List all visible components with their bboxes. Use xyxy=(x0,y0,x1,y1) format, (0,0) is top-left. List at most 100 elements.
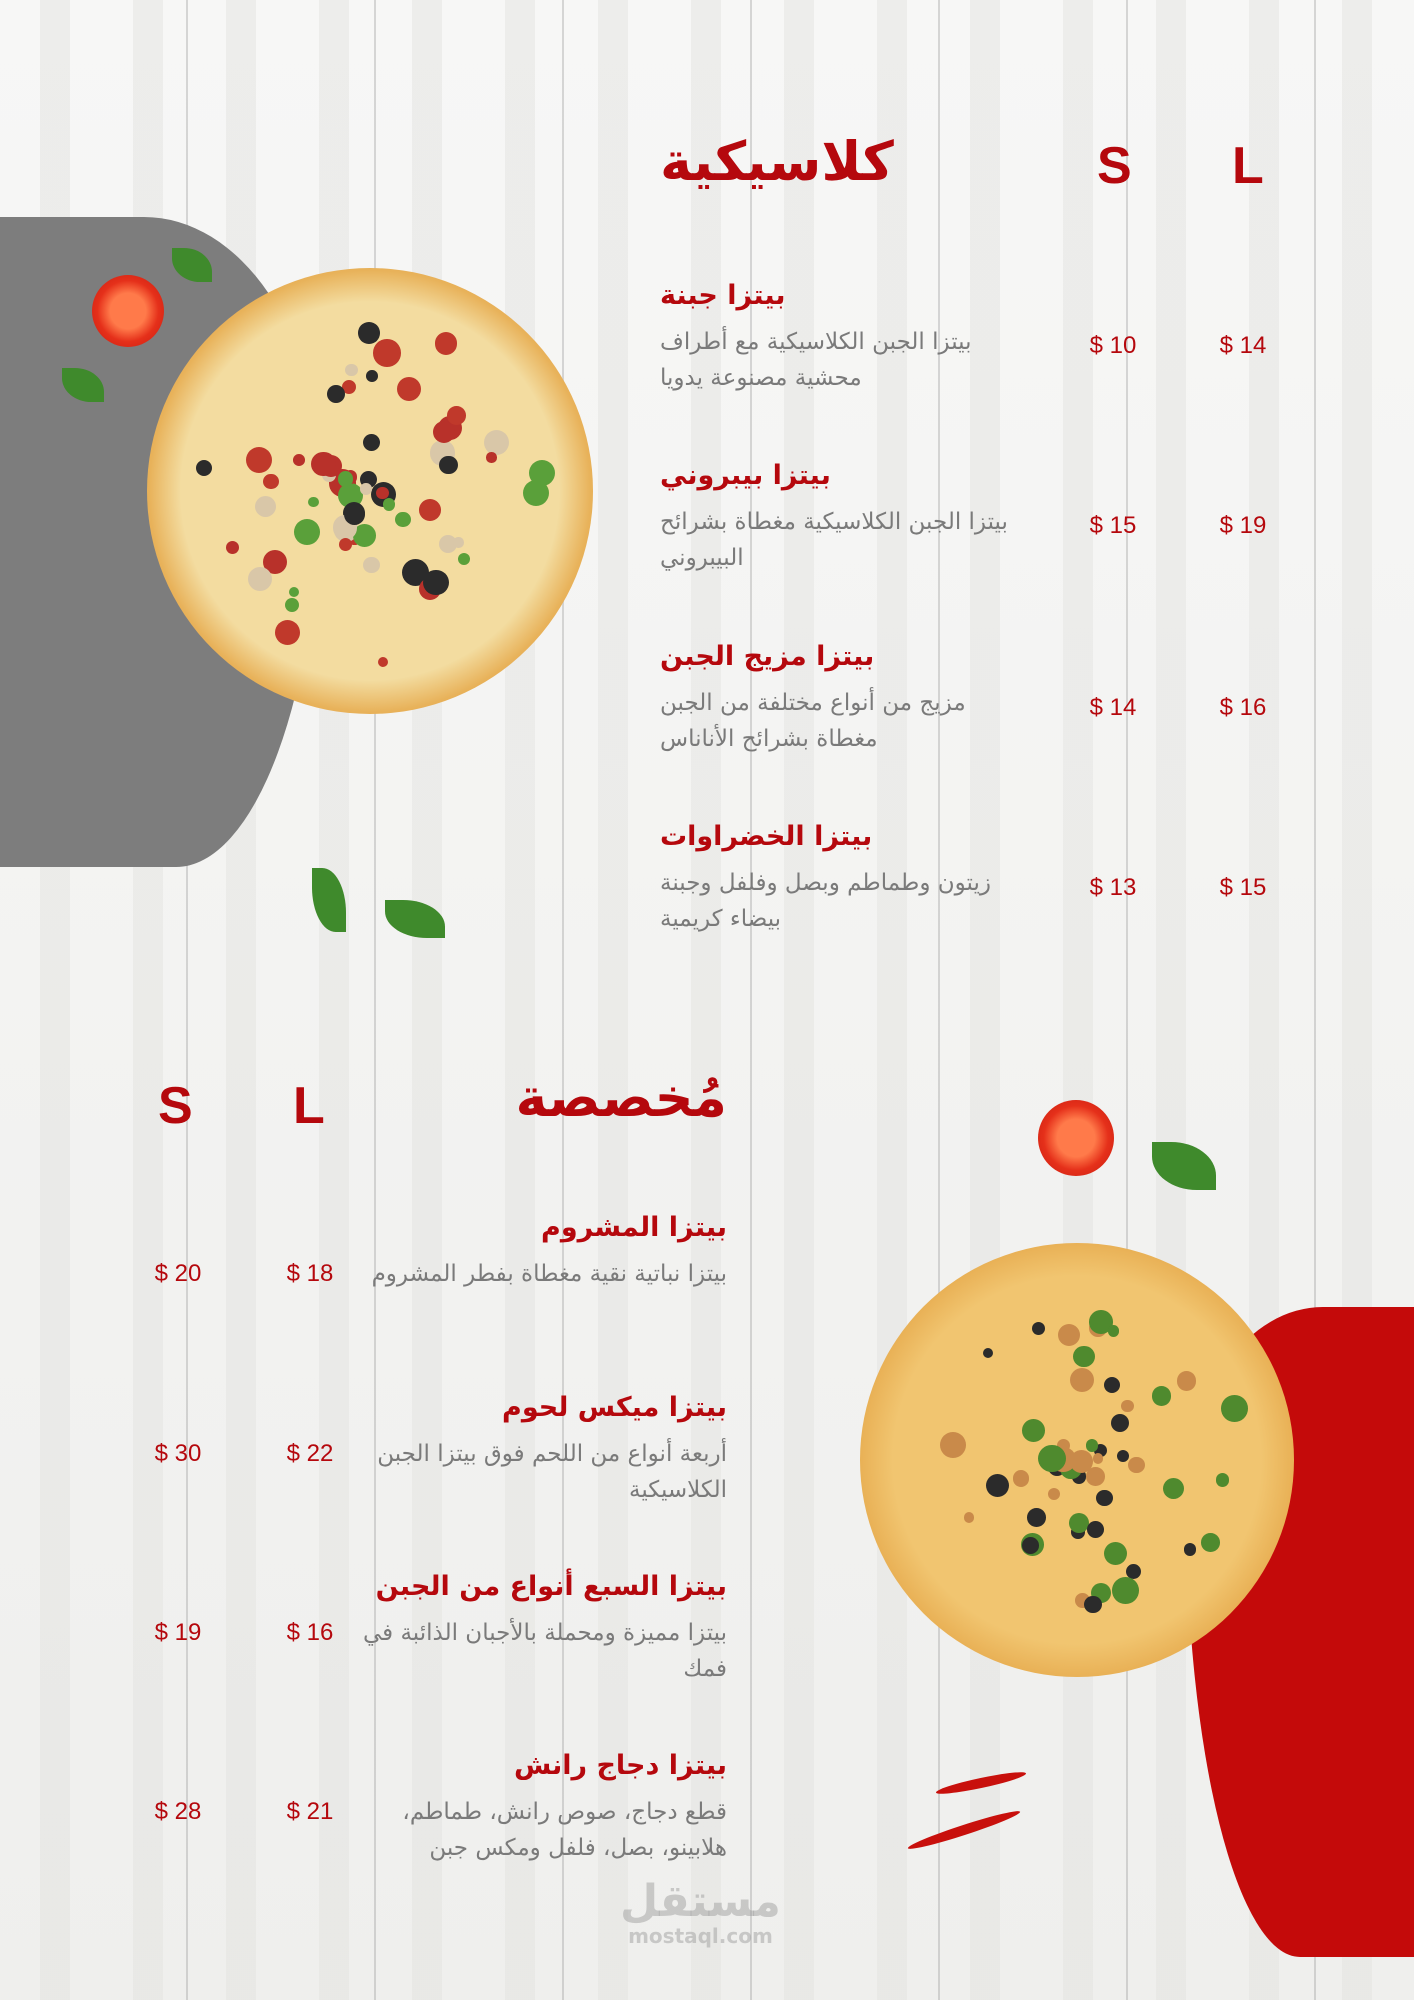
topping xyxy=(1221,1395,1248,1422)
topping xyxy=(1108,1325,1119,1336)
topping xyxy=(383,498,395,510)
price-small: $ 20 xyxy=(128,1260,228,1288)
topping xyxy=(1096,1490,1112,1506)
price-small: $ 19 xyxy=(128,1619,228,1647)
topping xyxy=(1128,1457,1145,1474)
price-large: $ 22 xyxy=(260,1440,360,1468)
topping xyxy=(1093,1453,1104,1464)
topping xyxy=(433,421,455,443)
item-name: بيتزا بيبروني xyxy=(660,458,1020,494)
item-name: بيتزا دجاج رانش xyxy=(367,1748,727,1784)
topping xyxy=(1177,1371,1196,1390)
price-small: $ 15 xyxy=(1063,512,1163,540)
topping xyxy=(308,497,319,508)
topping xyxy=(360,483,372,495)
topping xyxy=(1084,1596,1102,1614)
topping xyxy=(373,339,401,367)
price-small: $ 13 xyxy=(1063,874,1163,902)
item-description: قطع دجاج، صوص رانش، طماطم، هلابينو، بصل،… xyxy=(367,1794,727,1866)
price-small: $ 28 xyxy=(128,1798,228,1826)
size-header-large: L xyxy=(1232,136,1264,196)
topping xyxy=(294,519,320,545)
topping xyxy=(940,1432,966,1458)
tomato-icon xyxy=(92,275,164,347)
menu-item: بيتزا ميكس لحوم أربعة أنواع من اللحم فوق… xyxy=(367,1390,727,1508)
menu-item: بيتزا بيبروني بيتزا الجبن الكلاسيكية مغط… xyxy=(660,458,1020,576)
price-large: $ 15 xyxy=(1193,874,1293,902)
topping xyxy=(1121,1400,1134,1413)
topping xyxy=(1070,1368,1094,1392)
topping xyxy=(1163,1478,1185,1500)
price-large: $ 16 xyxy=(1193,694,1293,722)
topping xyxy=(345,364,358,377)
topping xyxy=(246,447,272,473)
topping xyxy=(378,657,389,668)
menu-item: بيتزا المشروم بيتزا نباتية نقية مغطاة بف… xyxy=(367,1210,727,1292)
topping xyxy=(376,487,389,500)
topping xyxy=(1032,1322,1045,1335)
topping xyxy=(1087,1521,1104,1538)
price-large: $ 19 xyxy=(1193,512,1293,540)
topping xyxy=(1022,1419,1045,1442)
pizza-image-classic xyxy=(147,268,593,714)
topping xyxy=(1013,1470,1030,1487)
topping xyxy=(1184,1543,1197,1556)
price-large: $ 21 xyxy=(260,1798,360,1826)
topping xyxy=(435,332,458,355)
topping xyxy=(419,499,441,521)
topping xyxy=(1069,1513,1089,1533)
topping xyxy=(293,454,305,466)
topping xyxy=(983,1348,993,1358)
topping xyxy=(226,541,239,554)
menu-item: بيتزا دجاج رانش قطع دجاج، صوص رانش، طماط… xyxy=(367,1748,727,1866)
topping xyxy=(458,553,470,565)
price-small: $ 10 xyxy=(1063,332,1163,360)
topping xyxy=(439,456,457,474)
topping xyxy=(255,496,276,517)
size-header-large: L xyxy=(293,1076,325,1136)
topping xyxy=(1117,1450,1130,1463)
topping xyxy=(339,538,352,551)
item-description: زيتون وطماطم وبصل وفلفل وجبنة بيضاء كريم… xyxy=(660,865,1020,937)
topping xyxy=(1152,1386,1172,1406)
watermark-latin: mostaql.com xyxy=(620,1924,781,1948)
topping xyxy=(1112,1577,1139,1604)
topping xyxy=(1038,1445,1066,1473)
item-name: بيتزا جبنة xyxy=(660,278,1020,314)
item-name: بيتزا مزيج الجبن xyxy=(660,639,1020,675)
tomato-icon xyxy=(1038,1100,1114,1176)
menu-item: بيتزا جبنة بيتزا الجبن الكلاسيكية مع أطر… xyxy=(660,278,1020,396)
topping xyxy=(1104,1542,1127,1565)
price-large: $ 18 xyxy=(260,1260,360,1288)
topping xyxy=(275,620,300,645)
topping xyxy=(285,598,299,612)
topping xyxy=(1216,1473,1229,1486)
topping xyxy=(1073,1346,1095,1368)
topping xyxy=(1027,1508,1046,1527)
topping xyxy=(327,385,345,403)
topping xyxy=(1048,1488,1061,1501)
item-name: بيتزا المشروم xyxy=(367,1210,727,1246)
section-title-classic: كلاسيكية xyxy=(660,130,894,193)
topping xyxy=(1022,1537,1039,1554)
topping xyxy=(196,460,212,476)
menu-item: بيتزا السبع أنواع من الجبن بيتزا مميزة و… xyxy=(347,1569,727,1687)
topping xyxy=(311,452,336,477)
topping xyxy=(363,557,380,574)
topping xyxy=(263,474,279,490)
topping xyxy=(289,587,299,597)
price-small: $ 14 xyxy=(1063,694,1163,722)
price-large: $ 16 xyxy=(260,1619,360,1647)
topping xyxy=(986,1474,1009,1497)
topping xyxy=(1201,1533,1220,1552)
topping xyxy=(453,537,464,548)
topping xyxy=(1086,1439,1098,1451)
price-small: $ 30 xyxy=(128,1440,228,1468)
topping xyxy=(248,567,272,591)
topping xyxy=(484,430,509,455)
topping xyxy=(344,504,365,525)
item-description: مزيج من أنواع مختلفة من الجبن مغطاة بشرا… xyxy=(660,685,1020,757)
size-header-small: S xyxy=(1097,136,1132,196)
topping xyxy=(366,370,378,382)
item-description: بيتزا الجبن الكلاسيكية مغطاة بشرائح البي… xyxy=(660,504,1020,576)
